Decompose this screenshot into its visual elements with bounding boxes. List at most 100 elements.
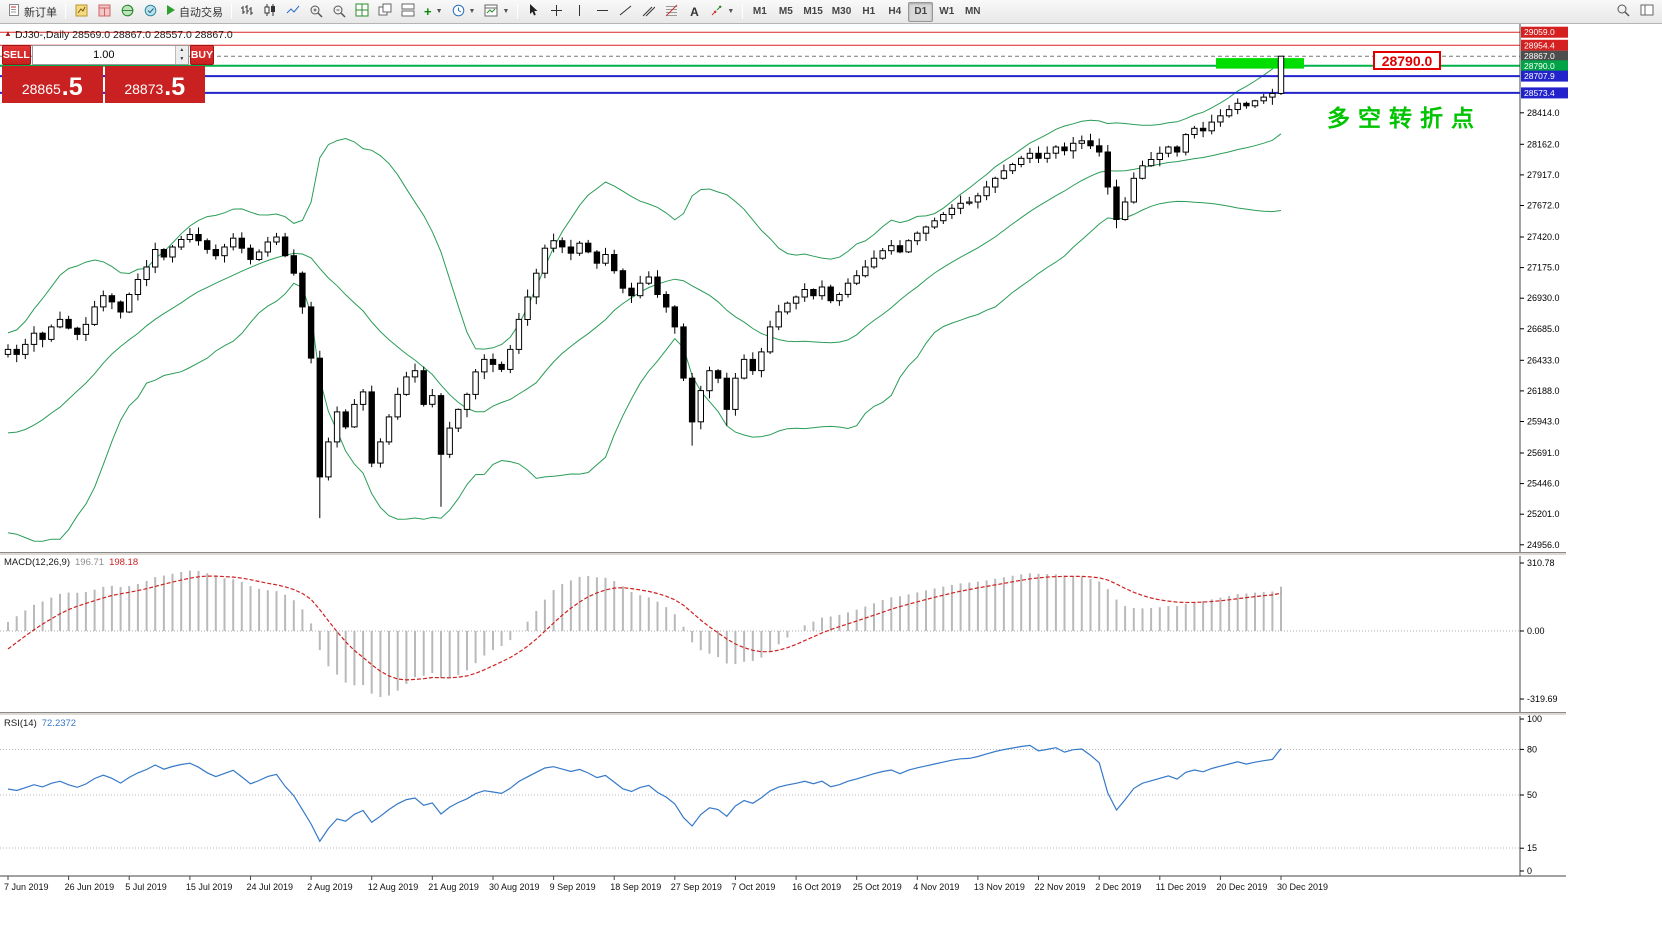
cascade-windows-button[interactable] [374,2,396,22]
timeframe-h4-button[interactable]: H4 [888,6,902,17]
time-scale-area[interactable] [0,877,1566,895]
volume-down-button[interactable]: ▼ [175,55,188,64]
new-order-icon [8,3,21,20]
tile-windows-button[interactable] [351,2,373,22]
auto-trading-button[interactable]: 自动交易 [162,2,227,22]
layout-button[interactable] [1636,2,1658,22]
date-label: 20 Dec 2019 [1216,882,1267,892]
candle-body [541,247,549,274]
candle-body [723,377,730,410]
volume-field-wrap: ▲ ▼ [31,45,189,65]
timeframe-w1-button[interactable]: W1 [939,6,955,17]
price-label: 27175.0 [1527,263,1560,273]
candle-body [247,247,254,260]
date-label: 11 Dec 2019 [1156,882,1206,892]
candle-body [437,395,445,455]
candle-body [273,236,280,243]
level-price-label: 28954.4 [1524,40,1555,50]
navigator-button[interactable] [116,2,138,22]
layout-icon [1640,3,1654,20]
candle-body [714,370,722,379]
timeframe-d1-button[interactable]: D1 [908,1,934,22]
timeframe-m30-button[interactable]: M30 [831,6,852,17]
trendline-tool-button[interactable] [614,2,636,22]
fibonacci-tool-button[interactable] [660,2,682,22]
candle-body [143,266,150,280]
one-click-panel-toggle-icon[interactable]: ▲ [4,29,12,38]
bar-chart-icon [240,3,254,20]
candle-body [792,296,800,304]
candle-body [117,301,124,313]
template-button[interactable]: ▼ [480,2,513,22]
volume-input[interactable] [32,46,175,64]
horizontal-line-tool-button[interactable] [591,2,613,22]
candle-body [100,295,107,308]
buy-button[interactable]: BUY [189,45,215,65]
sell-price-button[interactable]: 28865 .5 [2,66,103,103]
panel-splitter[interactable] [0,552,1566,556]
price-label: 28414.0 [1527,108,1560,118]
panel-splitter[interactable] [0,712,1566,716]
candle-body [281,236,289,257]
candle-body [481,358,488,373]
sell-price-frac: .5 [61,73,83,101]
add-indicator-button[interactable]: + ▼ [420,2,447,22]
candle-body [1165,146,1172,154]
volume-up-button[interactable]: ▲ [175,46,188,55]
turning-point-annotation: 多空转折点 [1327,105,1482,131]
rsi-scale-label: 100 [1527,714,1542,724]
price-scale-area[interactable] [1521,24,1662,878]
arrows-tool-button[interactable]: ▼ [706,2,738,22]
candle-body [152,249,159,268]
search-button[interactable] [1612,2,1634,22]
level-price-box [1521,39,1568,51]
terminal-button[interactable] [139,2,161,22]
timeframe-mn-button[interactable]: MN [964,6,981,17]
tile-horizontal-button[interactable] [397,2,419,22]
candle-body [645,276,652,284]
timeframe-m5-button[interactable]: M5 [778,6,793,17]
channel-tool-button[interactable] [637,2,659,22]
candle-body [351,403,358,428]
zoom-out-button[interactable] [328,2,350,22]
candles-layer [4,55,1285,519]
buy-price-button[interactable]: 28873 .5 [104,66,205,103]
timeframe-h1-button[interactable]: H1 [862,6,876,17]
candle-body [333,411,341,443]
candle-body [1173,146,1181,153]
candle-body [1277,55,1285,94]
line-chart-mode-button[interactable] [282,2,304,22]
market-watch-button[interactable] [70,2,92,22]
sell-button[interactable]: SELL [2,45,31,65]
candle-body [316,357,324,478]
date-label: 4 Nov 2019 [913,882,959,892]
arrows-icon [710,4,723,20]
breakout-highlight-rect[interactable] [1216,58,1304,69]
date-label: 22 Nov 2019 [1035,882,1086,892]
chart-canvas[interactable]: 28414.0 28162.0 27917.0 27672.0 27420.0 27175… [0,24,1662,946]
candle-body [567,246,575,254]
crosshair-tool-button[interactable] [545,2,567,22]
candlestick-mode-button[interactable] [259,2,281,22]
data-window-button[interactable] [93,2,115,22]
macd-scale-label: 0.00 [1527,626,1545,636]
timeframe-m15-button[interactable]: M15 [803,6,823,17]
new-order-button[interactable]: 新订单 [4,2,61,22]
text-tool-button[interactable]: A [683,2,705,22]
timeframe-m1-button[interactable]: M1 [752,6,767,17]
candle-body [628,287,635,297]
candle-body [65,318,72,329]
bar-chart-mode-button[interactable] [236,2,258,22]
time-scale[interactable]: 7 Jun 2019 26 Jun 2019 5 Jul 2019 15 Jul 20… [0,875,1566,895]
candle-body [359,391,367,405]
vertical-line-tool-button[interactable] [568,2,590,22]
zoom-in-button[interactable] [305,2,327,22]
fibonacci-icon [665,4,678,20]
price-scale[interactable]: 28414.0 28162.0 27917.0 27672.0 27420.0 27175… [1519,24,1662,878]
candle-body [637,282,644,297]
period-button[interactable]: ▼ [448,2,480,22]
candle-body [671,306,678,328]
candle-body [940,214,947,222]
cursor-tool-button[interactable] [522,2,544,22]
candle-body [784,302,791,313]
